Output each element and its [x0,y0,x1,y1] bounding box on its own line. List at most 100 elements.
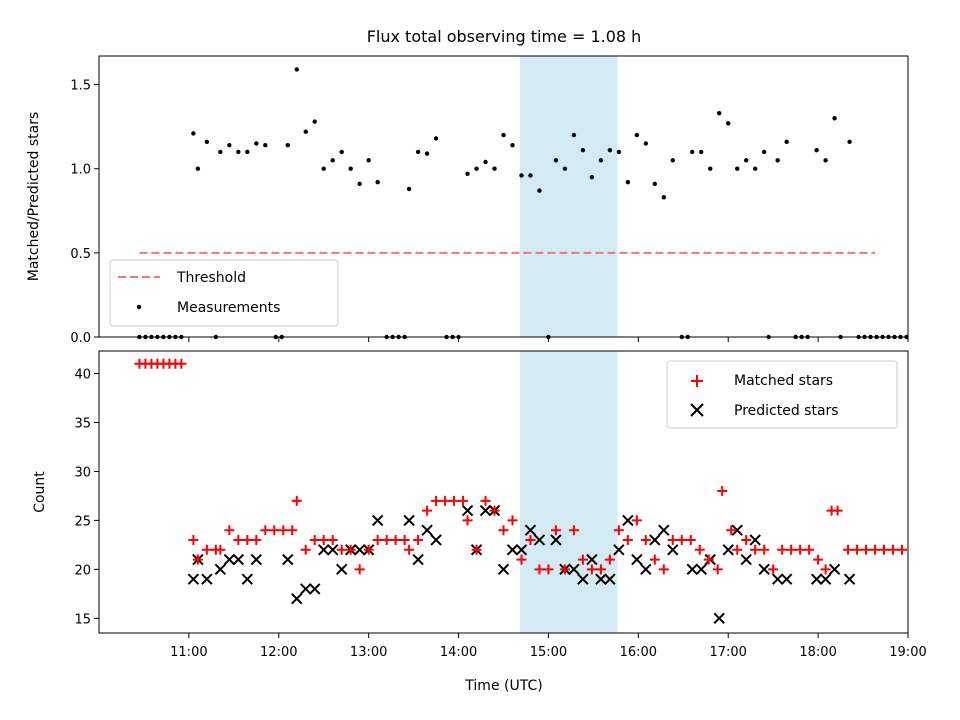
predicted-star-marker [250,553,263,566]
predicted-star-marker [550,534,562,546]
matched-star-marker [786,544,797,555]
matched-star-marker [345,544,356,555]
matched-star-marker [498,525,509,536]
predicted-star-marker [187,573,200,585]
predicted-star-marker [497,563,510,576]
matched-star-marker [649,554,660,565]
measurement-point [571,132,577,138]
measurement-point [726,121,731,126]
legend-predicted-swatch [690,403,704,417]
measurement-point [634,132,640,138]
predicted-star-marker [749,534,761,546]
matched-star-marker [888,544,899,555]
measurement-point [474,166,479,171]
matched-star-marker [622,534,633,545]
predicted-star-marker [479,504,492,517]
measurement-point [227,142,232,148]
matched-star-marker [843,544,854,555]
matched-star-marker [224,525,235,536]
matched-star-marker [595,564,606,575]
measurement-point [330,158,335,163]
y-tick-label: 35 [74,416,91,431]
predicted-star-marker [421,524,433,536]
x-axis-label: Time (UTC) [464,678,542,694]
y-tick-label: 1.5 [70,79,91,94]
y-tick-label: 1.0 [70,163,91,178]
predicted-star-marker [780,573,793,585]
predicted-star-marker [613,544,625,556]
measurement-point [501,132,506,138]
matched-star-marker [613,525,624,536]
measurement-point [312,119,317,124]
predicted-star-marker [353,544,366,556]
matched-star-marker [777,544,788,555]
matched-star-marker [870,544,881,555]
matched-star-marker [480,495,491,506]
measurement-point [847,139,852,145]
predicted-star-marker [232,553,245,566]
measurement-point [303,129,308,134]
matched-star-marker [404,544,415,555]
measurement-point [670,158,675,163]
predicted-star-marker [461,504,474,517]
matched-star-marker [390,534,401,545]
ratio-y-ticks: 0.0 0.5 1.0 1.5 [70,79,99,346]
matched-star-marker [712,564,723,575]
measurement-point [598,158,604,163]
predicted-star-marker [201,573,213,585]
matched-star-marker [879,544,890,555]
measurement-point [254,141,259,146]
matched-star-marker [861,544,872,555]
measurement-point [191,131,196,136]
measurement-point [625,179,631,185]
measurement-point [433,136,439,141]
ratio-y-axis-label: Matched/Predicted stars [26,112,42,282]
y-tick-label: 20 [74,563,91,578]
predicted-star-marker [819,573,832,585]
measurement-point [752,166,758,171]
predicted-star-marker [515,544,528,556]
predicted-star-marker [658,524,670,536]
matched-star-marker [640,534,651,545]
predicted-star-marker [430,534,442,546]
measurement-point [589,174,595,180]
matched-star-marker [233,534,244,545]
matched-star-marker [372,534,383,545]
x-tick-label: 14:00 [440,645,477,660]
matched-star-marker [658,564,669,575]
measurement-point [690,149,695,155]
measurement-point [245,149,250,155]
predicted-star-marker [371,514,384,527]
measurement-point [519,173,524,178]
predicted-star-marker [506,544,519,556]
matched-star-marker [354,564,365,575]
measurement-point [528,173,533,178]
predicted-star-marker [695,563,707,576]
x-tick-label: 16:00 [620,645,657,660]
matched-star-marker [813,554,824,565]
matched-star-marker [525,534,536,545]
matched-star-marker [399,534,410,545]
count-axes-frame [98,350,909,634]
matched-star-marker [795,544,806,555]
matched-star-marker [852,544,863,555]
legend-threshold-label: Threshold [176,270,246,286]
chart-title: Flux total observing time = 1.08 h [367,27,642,46]
ratio-legend: Threshold Measurements [109,259,339,327]
legend-matched-label: Matched stars [734,373,833,389]
matched-star-marker [604,554,615,565]
measurement-point [562,166,568,171]
measurement-point [708,166,713,171]
matched-star-marker [507,515,518,526]
matched-star-marker [832,505,843,516]
measurement-point [195,166,201,171]
measurement-point [717,111,722,116]
measurement-point [775,158,780,163]
matched-star-marker [694,544,705,555]
predicted-star-marker [309,583,321,595]
count-y-axis-label: Count [32,471,48,513]
matched-star-marker [440,495,451,506]
measurement-point [204,139,210,145]
matched-star-marker [449,495,460,506]
